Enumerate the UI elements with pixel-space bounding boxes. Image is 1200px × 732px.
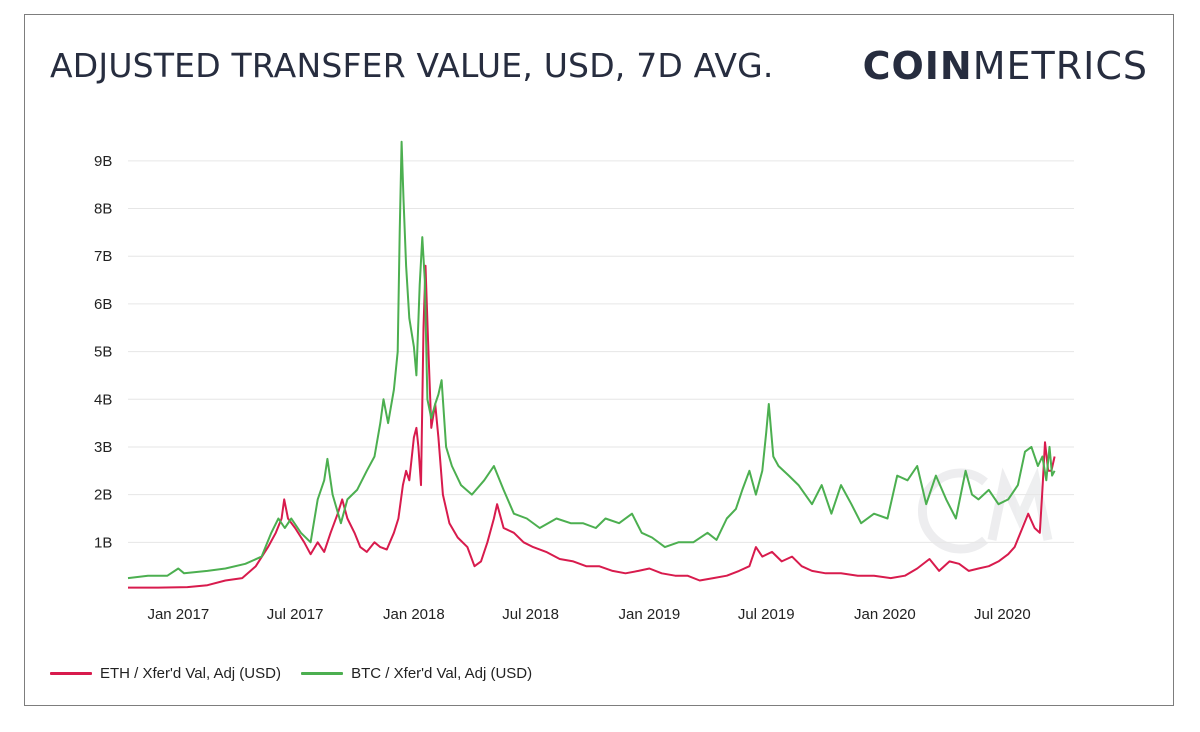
y-tick-label: 3B xyxy=(94,439,112,456)
legend-item-eth[interactable]: ETH / Xfer'd Val, Adj (USD) xyxy=(50,665,281,682)
series-lines xyxy=(127,140,1056,589)
series-line-eth[interactable] xyxy=(128,264,1056,589)
legend: ETH / Xfer'd Val, Adj (USD) BTC / Xfer'd… xyxy=(50,662,548,682)
legend-item-btc[interactable]: BTC / Xfer'd Val, Adj (USD) xyxy=(301,665,532,682)
x-tick-label: Jul 2020 xyxy=(974,606,1031,623)
x-tick-label: Jan 2020 xyxy=(854,606,916,623)
x-tick-label: Jul 2018 xyxy=(502,606,559,623)
legend-label-eth: ETH / Xfer'd Val, Adj (USD) xyxy=(100,665,281,682)
x-tick-label: Jul 2019 xyxy=(738,606,795,623)
series-line-btc[interactable] xyxy=(127,140,1056,580)
x-tick-label: Jan 2019 xyxy=(619,606,681,623)
x-axis-ticks: Jan 2017 Jul 2017 Jan 2018 Jul 2018 Jan 2019… xyxy=(147,606,1030,623)
cm-watermark xyxy=(917,467,1053,554)
coinmetrics-logo: COINMETRICS xyxy=(863,44,1148,88)
logo-light-part: METRICS xyxy=(972,44,1148,88)
logo-bold-part: COIN xyxy=(862,44,973,88)
grid-lines xyxy=(128,160,1074,543)
legend-swatch-eth xyxy=(50,672,92,675)
x-tick-label: Jan 2017 xyxy=(147,606,209,623)
chart-frame xyxy=(24,14,1174,706)
y-tick-label: 2B xyxy=(94,487,112,504)
legend-swatch-btc xyxy=(301,672,344,675)
legend-label-btc: BTC / Xfer'd Val, Adj (USD) xyxy=(351,665,533,682)
y-tick-label: 7B xyxy=(94,248,112,265)
x-tick-label: Jul 2017 xyxy=(267,606,324,623)
y-tick-label: 9B xyxy=(94,153,112,170)
y-tick-label: 1B xyxy=(94,534,112,551)
y-tick-label: 4B xyxy=(94,391,112,408)
x-tick-label: Jan 2018 xyxy=(383,606,445,623)
chart-title: ADJUSTED TRANSFER VALUE, USD, 7D AVG. xyxy=(50,46,774,85)
y-axis-ticks: 1B 2B 3B 4B 5B 6B 7B 8B 9B xyxy=(94,153,112,551)
y-tick-label: 8B xyxy=(94,201,112,218)
y-tick-label: 6B xyxy=(94,296,112,313)
y-tick-label: 5B xyxy=(94,344,112,361)
